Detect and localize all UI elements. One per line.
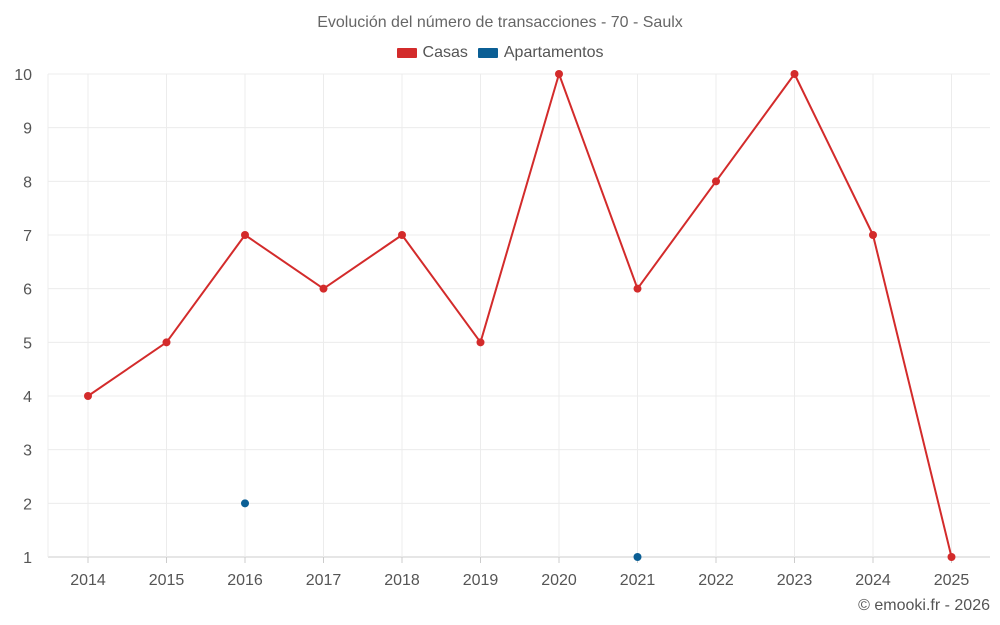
data-point-apartamentos: [241, 499, 249, 508]
x-tick-label: 2014: [70, 572, 106, 589]
legend-swatch-casas: [396, 48, 417, 58]
legend-label-casas: Casas: [422, 44, 468, 61]
series-line-casas: [87, 73, 953, 558]
data-point-casas: [555, 70, 563, 78]
data-point-casas: [790, 70, 799, 78]
y-tick-label: 6: [23, 282, 32, 299]
data-point-apartamentos: [633, 553, 642, 561]
data-point-casas: [398, 231, 406, 239]
legend-label-apartamentos: Apartamentos: [503, 44, 604, 61]
credit-text: © emooki.fr - 2026: [858, 597, 990, 614]
x-tick-label: 2025: [934, 572, 970, 589]
x-tick-label: 2016: [227, 572, 263, 589]
data-point-casas: [947, 553, 956, 561]
data-point-casas: [319, 284, 328, 293]
y-tick-label: 7: [23, 228, 32, 245]
data-point-casas: [712, 177, 720, 186]
data-point-casas: [241, 231, 249, 239]
data-point-casas: [476, 338, 485, 347]
y-tick-label: 2: [23, 496, 32, 513]
legend: Casas Apartamentos: [0, 44, 1000, 62]
y-tick-label: 1: [23, 550, 32, 567]
x-tick-label: 2018: [384, 572, 420, 589]
x-tick-label: 2017: [306, 572, 342, 589]
legend-item-casas[interactable]: Casas: [396, 44, 468, 62]
chart-title: Evolución del número de transacciones - …: [317, 14, 683, 31]
x-tick-label: 2015: [149, 572, 185, 589]
data-point-casas: [633, 284, 642, 293]
data-point-casas: [84, 392, 92, 400]
data-point-casas: [869, 231, 877, 239]
y-tick-label: 4: [23, 389, 32, 406]
x-tick-label: 2022: [698, 572, 734, 589]
y-tick-label: 5: [23, 335, 32, 352]
x-tick-label: 2024: [855, 572, 891, 589]
x-tick-label: 2020: [541, 572, 577, 589]
y-tick-label: 9: [23, 121, 32, 138]
legend-swatch-apartamentos: [477, 48, 498, 58]
y-tick-label: 3: [23, 443, 32, 460]
y-tick-label: 8: [23, 174, 32, 191]
x-tick-label: 2023: [777, 572, 813, 589]
data-point-casas: [162, 338, 171, 347]
x-tick-label: 2021: [620, 572, 656, 589]
x-tick-label: 2019: [463, 572, 499, 589]
y-tick-label: 10: [14, 67, 32, 84]
legend-item-apartamentos[interactable]: Apartamentos: [477, 44, 604, 62]
